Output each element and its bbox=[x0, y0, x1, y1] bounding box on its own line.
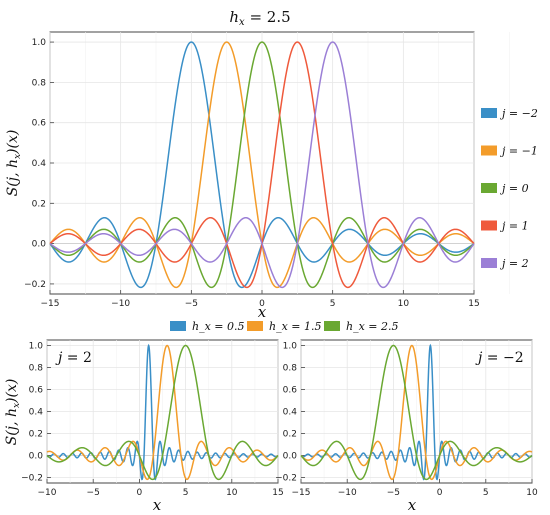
top-legend: j = −2 j = −1 j = 0 j = 1 j = 2 bbox=[481, 107, 538, 270]
bottom-legend-swatch-1 bbox=[247, 321, 263, 331]
bl-x-tick-label: 10 bbox=[226, 488, 238, 498]
bl-series-line-2 bbox=[46, 344, 279, 481]
top-legend-label-0: j = −2 bbox=[499, 107, 538, 120]
br-x-tick-label: 0 bbox=[437, 488, 443, 498]
bottom-legend-swatch-2 bbox=[324, 321, 340, 331]
top-y-tick-label: 0.0 bbox=[32, 240, 47, 250]
top-series-line-4 bbox=[49, 41, 475, 289]
top-x-tick-label: −10 bbox=[111, 299, 130, 309]
bl-y-tick-label: 1.0 bbox=[29, 342, 44, 352]
br-x-tick-label: 10 bbox=[526, 488, 538, 498]
br-y-tick-label: 0.4 bbox=[283, 408, 298, 418]
bottom-legend-label-1: h_x = 1.5 bbox=[269, 320, 322, 333]
br-ticks: −15 −10 −5 0 5 10 −0.2 0.0 0.2 0.4 0.6 0.8 1.0 bbox=[275, 342, 538, 499]
top-y-tick-label: 0.6 bbox=[32, 119, 47, 129]
br-y-tick-label: 0.8 bbox=[283, 364, 298, 374]
bottom-legend: h_x = 0.5 h_x = 1.5 h_x = 2.5 bbox=[170, 320, 399, 333]
top-legend-swatch-3 bbox=[481, 220, 497, 231]
top-legend-swatch-0 bbox=[481, 108, 497, 118]
br-series-line-2 bbox=[300, 344, 533, 481]
top-x-tick-label: 0 bbox=[259, 299, 265, 309]
top-x-axis-label: x bbox=[258, 303, 267, 321]
br-y-tick-label: −0.2 bbox=[275, 474, 297, 484]
bl-x-tick-label: 0 bbox=[137, 488, 143, 498]
top-legend-label-4: j = 2 bbox=[499, 257, 529, 270]
top-y-tick-label: −0.2 bbox=[24, 280, 46, 290]
bl-y-tick-label: 0.6 bbox=[29, 386, 44, 396]
top-legend-swatch-4 bbox=[481, 258, 497, 268]
br-y-tick-label: 0.2 bbox=[283, 430, 297, 440]
top-x-tick-label: 5 bbox=[330, 299, 336, 309]
top-ticks: −15 −10 −5 0 5 10 15 −0.2 0.0 0.2 0.4 0.6 0.8 1.0 bbox=[24, 38, 480, 309]
top-legend-label-1: j = −1 bbox=[499, 145, 538, 158]
bl-x-tick-label: −5 bbox=[87, 488, 100, 498]
bl-y-tick-label: 0.4 bbox=[29, 408, 44, 418]
top-chart-title: hx = 2.5 bbox=[229, 8, 290, 28]
br-series-line-1 bbox=[300, 344, 533, 481]
bl-lines bbox=[46, 343, 279, 481]
top-x-tick-label: −15 bbox=[41, 299, 60, 309]
br-panel-label: j = −2 bbox=[475, 350, 524, 366]
bl-y-tick-label: 0.2 bbox=[29, 430, 43, 440]
bl-ticks: −10 −5 0 5 10 15 −0.2 0.0 0.2 0.4 0.6 0.8 1.0 bbox=[21, 342, 284, 499]
top-y-tick-label: 1.0 bbox=[32, 38, 47, 48]
top-chart: hx = 2.5 −15 −10 −5 0 5 10 15 −0.2 0.0 0.2 0.4 0.6 0… bbox=[5, 8, 538, 321]
bottom-legend-label-0: h_x = 0.5 bbox=[192, 320, 245, 333]
top-y-tick-label: 0.2 bbox=[32, 199, 46, 209]
br-x-tick-label: −10 bbox=[338, 488, 357, 498]
top-legend-swatch-2 bbox=[481, 183, 497, 193]
top-y-tick-label: 0.8 bbox=[32, 78, 47, 88]
bl-panel-label: j = 2 bbox=[55, 350, 92, 366]
top-legend-label-3: j = 1 bbox=[499, 220, 529, 233]
top-y-tick-label: 0.4 bbox=[32, 159, 47, 169]
top-legend-label-2: j = 0 bbox=[499, 182, 529, 195]
br-lines bbox=[300, 343, 533, 481]
bl-x-tick-label: 5 bbox=[183, 488, 189, 498]
top-x-tick-label: 15 bbox=[468, 299, 479, 309]
bottom-right-chart: −15 −10 −5 0 5 10 −0.2 0.0 0.2 0.4 0.6 0.8 1.0 j = −… bbox=[275, 339, 538, 514]
br-y-tick-label: 0.6 bbox=[283, 386, 298, 396]
br-y-tick-label: 0.0 bbox=[283, 452, 298, 462]
bl-x-axis-label: x bbox=[153, 496, 162, 514]
bl-y-tick-label: −0.2 bbox=[21, 474, 43, 484]
bl-y-tick-label: 0.8 bbox=[29, 364, 44, 374]
bl-y-tick-label: 0.0 bbox=[29, 452, 44, 462]
br-x-tick-label: −15 bbox=[292, 488, 311, 498]
top-x-tick-label: −5 bbox=[185, 299, 198, 309]
bl-x-tick-label: 15 bbox=[272, 488, 283, 498]
top-y-axis-label: S(j, hx)(x) bbox=[5, 130, 23, 197]
bottom-legend-swatch-0 bbox=[170, 321, 186, 331]
top-x-tick-label: 10 bbox=[398, 299, 410, 309]
bl-x-tick-label: −10 bbox=[38, 488, 57, 498]
top-legend-swatch-1 bbox=[481, 145, 497, 156]
br-x-axis-label: x bbox=[408, 496, 417, 514]
bottom-legend-label-2: h_x = 2.5 bbox=[346, 320, 399, 333]
bl-y-axis-label: S(j, hx)(x) bbox=[4, 379, 22, 446]
top-lines bbox=[49, 41, 475, 289]
br-x-tick-label: 5 bbox=[483, 488, 489, 498]
br-y-tick-label: 1.0 bbox=[283, 342, 298, 352]
bl-series-line-1 bbox=[46, 344, 279, 481]
bottom-left-chart: −10 −5 0 5 10 15−0.20.00.20.40.60.81.0 j = 2 … bbox=[4, 339, 302, 514]
br-x-tick-label: −5 bbox=[387, 488, 400, 498]
